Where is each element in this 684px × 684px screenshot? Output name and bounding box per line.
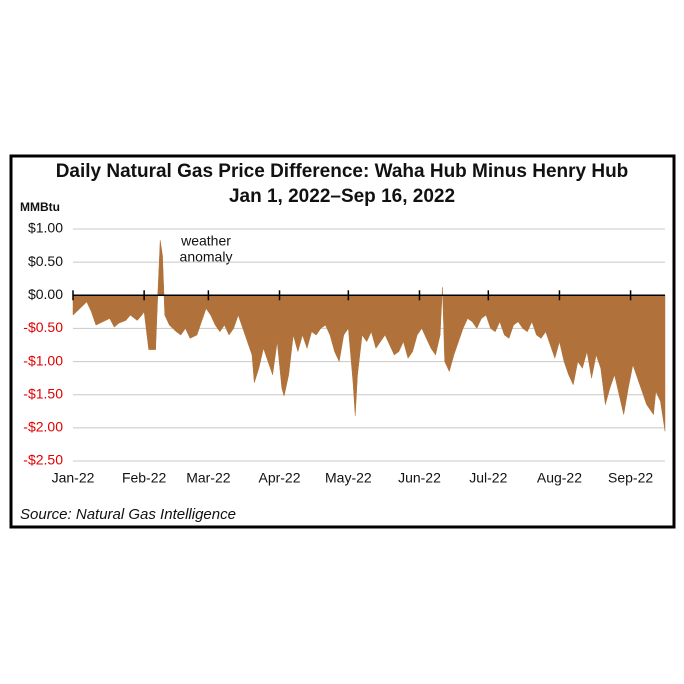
y-axis-label: MMBtu [20,200,60,214]
y-tick-label: -$0.50 [23,319,63,335]
x-tick-label: Jun-22 [398,470,441,486]
chart-subtitle: Jan 1, 2022–Sep 16, 2022 [229,186,455,207]
x-tick-label: Jan-22 [52,470,95,486]
annotation: anomaly [180,249,233,265]
x-tick-label: Feb-22 [122,470,167,486]
x-tick-label: Apr-22 [258,470,300,486]
x-tick-label: Jul-22 [469,470,507,486]
y-tick-label: -$2.50 [23,452,63,468]
x-tick-label: May-22 [325,470,372,486]
y-tick-label: -$2.00 [23,419,63,435]
source: Source: Natural Gas Intelligence [20,506,236,523]
area [72,240,666,432]
y-tick-label: -$1.50 [23,385,63,401]
x-tick-label: Sep-22 [608,470,653,486]
y-tick-label: $1.00 [28,220,63,236]
x-tick-label: Mar-22 [186,470,231,486]
y-tick-label: -$1.00 [23,352,63,368]
chart-title: Daily Natural Gas Price Difference: Waha… [56,161,629,182]
annotation: weather [180,233,231,249]
y-tick-label: $0.00 [28,286,63,302]
x-tick-label: Aug-22 [537,470,582,486]
y-tick-label: $0.50 [28,253,63,269]
